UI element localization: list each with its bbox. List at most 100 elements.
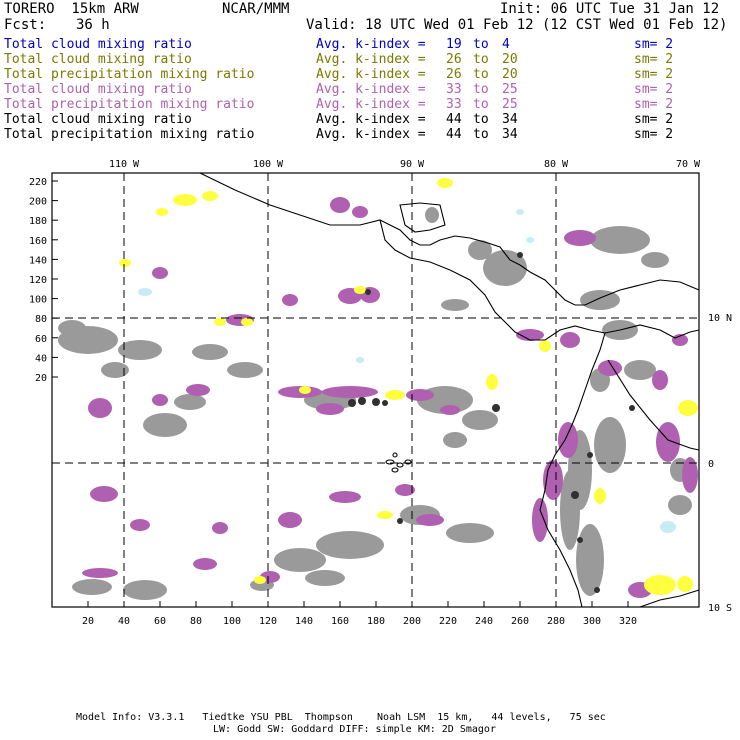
coastline	[379, 219, 606, 341]
intense-core	[365, 289, 371, 295]
legend-sm: sm= 2	[634, 37, 674, 52]
intense-core	[397, 518, 403, 524]
cloud-patch	[72, 579, 112, 595]
longitude-label: 80 W	[544, 159, 569, 170]
latitude-label: 10 N	[708, 313, 732, 324]
precip-patch	[88, 398, 112, 418]
yellow-patch	[385, 390, 405, 400]
island-outline	[391, 467, 399, 473]
precip-patch	[564, 230, 596, 246]
yellow-patch	[644, 575, 676, 595]
cloud-patch	[624, 360, 656, 380]
legend-index: Avg. k-index =	[316, 52, 426, 67]
yellow-patch	[594, 488, 606, 504]
legend-from: 33	[446, 97, 462, 112]
center-label: NCAR/MMM	[222, 1, 290, 17]
precip-patch	[282, 294, 298, 306]
cloud-patch	[443, 432, 467, 448]
precip-patch	[532, 498, 548, 542]
legend-field: Total cloud mixing ratio	[4, 112, 192, 127]
yellow-patch	[254, 576, 266, 584]
cloud-patch	[305, 570, 345, 586]
x-tick-label: 40	[118, 616, 130, 627]
cloud-patch	[441, 299, 469, 311]
y-tick-label: 20	[35, 373, 47, 384]
precip-patch	[516, 329, 544, 341]
legend-to-word: to	[473, 127, 489, 142]
legend-to: 25	[502, 82, 518, 97]
cyan-patch	[660, 521, 676, 533]
yellow-patch	[173, 194, 197, 206]
latitude-label: 10 S	[708, 603, 732, 614]
legend-to-word: to	[473, 52, 489, 67]
cloud-patch	[58, 320, 86, 336]
island-outline	[385, 459, 395, 465]
axis-ticks	[52, 180, 629, 607]
precip-patch	[193, 558, 217, 570]
legend-index: Avg. k-index =	[316, 37, 426, 52]
cloud-patch	[576, 524, 604, 596]
yellow-patch	[486, 374, 498, 390]
yellow-patch	[202, 191, 218, 201]
legend-sm: sm= 2	[634, 127, 674, 142]
y-tick-label: 180	[29, 216, 47, 227]
coastline	[519, 264, 700, 306]
legend-field: Total cloud mixing ratio	[4, 52, 192, 67]
longitude-label: 90 W	[400, 159, 425, 170]
cloud-patch	[192, 344, 228, 360]
x-tick-label: 280	[547, 616, 565, 627]
cloud-patch	[641, 252, 669, 268]
init-time: Init: 06 UTC Tue 31 Jan 12	[500, 1, 720, 17]
precip-patch	[352, 206, 368, 218]
precip-patch	[682, 457, 698, 493]
forecast-hour: 36 h	[76, 17, 110, 33]
intense-core	[358, 397, 366, 405]
intense-core	[577, 537, 583, 543]
cloud-patch	[580, 290, 620, 310]
legend-to: 34	[502, 112, 518, 127]
model-info: Model Info: V3.3.1 Tiedtke YSU PBL Thomp…	[76, 712, 606, 723]
x-tick-label: 80	[190, 616, 202, 627]
x-tick-label: 300	[583, 616, 601, 627]
legend-sm: sm= 2	[634, 52, 674, 67]
legend-from: 44	[446, 112, 462, 127]
cloud-patch	[274, 548, 326, 572]
cloud-patch	[483, 250, 527, 286]
precip-patch	[212, 522, 228, 534]
intense-core	[372, 398, 380, 406]
legend-index: Avg. k-index =	[316, 112, 426, 127]
cloud-patch	[316, 531, 384, 559]
legend-to: 25	[502, 97, 518, 112]
island-outline	[396, 462, 404, 468]
precip-patch	[560, 332, 580, 348]
legend-to-word: to	[473, 37, 489, 52]
cyan-patch	[356, 357, 364, 363]
legend-index: Avg. k-index =	[316, 82, 426, 97]
longitude-label: 100 W	[253, 159, 284, 170]
precip-patch	[278, 512, 302, 528]
cloud-patch	[446, 523, 494, 543]
precip-patch	[90, 486, 118, 502]
precip-patch	[416, 514, 444, 526]
cloud-patch	[123, 580, 167, 600]
cyan-patch	[516, 209, 524, 215]
yellow-patch	[354, 286, 366, 294]
precip-patch	[652, 370, 668, 390]
precip-patch	[329, 491, 361, 503]
intense-core	[492, 404, 500, 412]
yellow-patch	[677, 576, 693, 592]
precip-patch	[406, 389, 434, 401]
precip-patch	[152, 394, 168, 406]
island-outline	[392, 452, 398, 458]
y-tick-label: 120	[29, 275, 47, 286]
island-outline	[404, 459, 412, 465]
cloud-patch	[668, 495, 692, 515]
legend-field: Total precipitation mixing ratio	[4, 127, 255, 142]
cloud-patch	[101, 362, 129, 378]
precip-patch	[440, 405, 460, 415]
precip-patch	[82, 568, 118, 578]
y-tick-label: 160	[29, 236, 47, 247]
legend-field: Total cloud mixing ratio	[4, 82, 192, 97]
legend-sm: sm= 2	[634, 97, 674, 112]
